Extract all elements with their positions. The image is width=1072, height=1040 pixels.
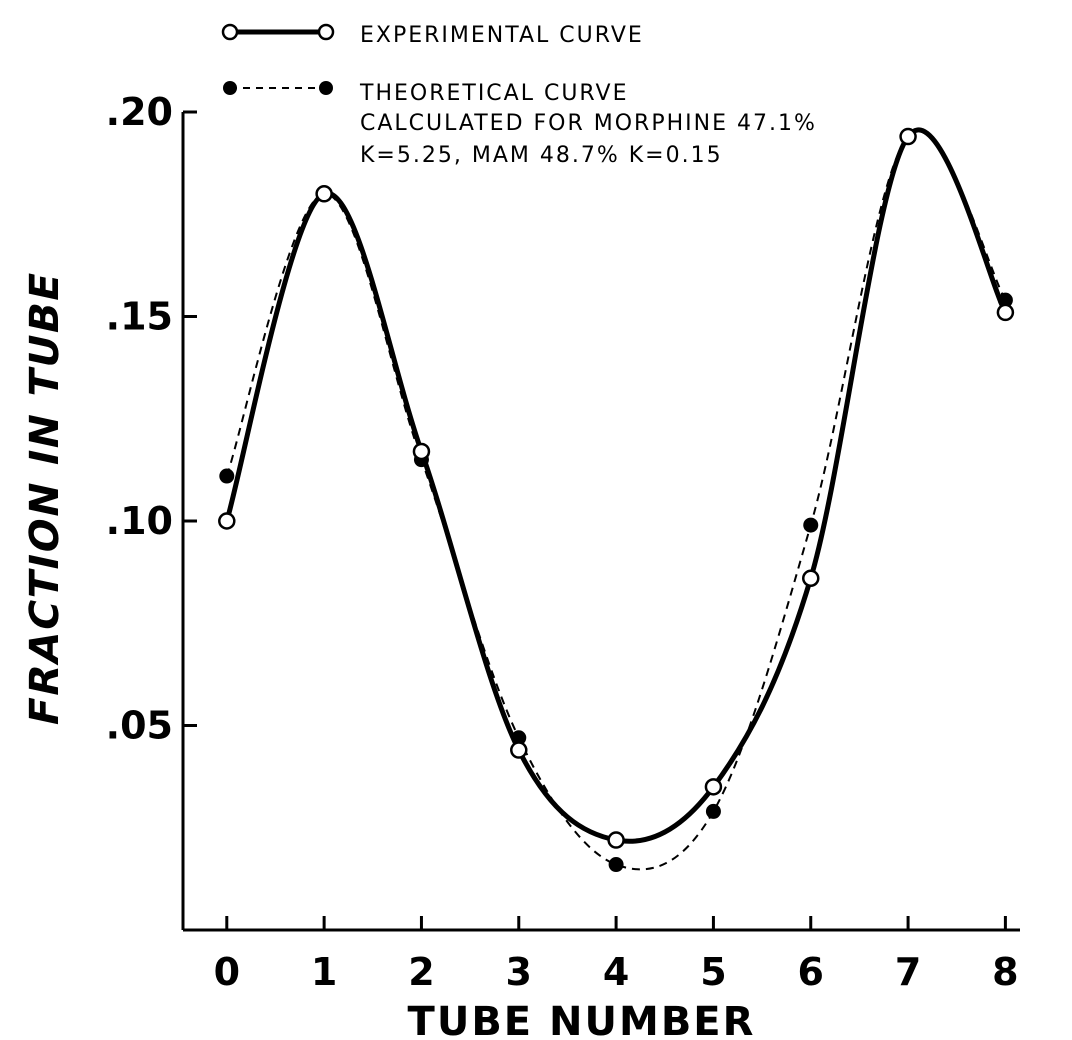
experimental-point-2 xyxy=(412,442,431,461)
x-tick-label-7: 7 xyxy=(895,950,921,994)
experimental-point-7 xyxy=(899,127,917,146)
legend-entry-experimental: EXPERIMENTAL CURVE xyxy=(221,23,644,48)
theoretical-point-3 xyxy=(511,730,527,746)
legend: EXPERIMENTAL CURVE THEORETICAL CURVE CAL… xyxy=(221,23,817,168)
experimental-point-4 xyxy=(607,831,625,849)
y-axis-title: FRACTION IN TUBE xyxy=(20,266,67,730)
theoretical-point-5 xyxy=(705,803,721,819)
experimental-point-5 xyxy=(704,778,723,796)
legend-theoretical-marker-left xyxy=(223,81,237,95)
theoretical-point-6 xyxy=(803,517,819,533)
annotation-line-1: CALCULATED FOR MORPHINE 47.1% xyxy=(360,111,817,136)
x-tick-label-8: 8 xyxy=(992,950,1018,994)
theoretical-point-4 xyxy=(608,857,624,873)
legend-experimental-label: EXPERIMENTAL CURVE xyxy=(360,23,644,48)
experimental-point-3 xyxy=(510,741,528,759)
experimental-point-0 xyxy=(218,512,236,530)
y-tick-label-1: .10 xyxy=(106,499,173,543)
x-tick-label-6: 6 xyxy=(798,950,824,994)
x-tick-label-3: 3 xyxy=(506,950,532,994)
series-layer xyxy=(218,127,1015,873)
x-tick-label-1: 1 xyxy=(311,950,337,994)
legend-experimental-marker-left xyxy=(221,23,239,41)
experimental-point-8 xyxy=(996,303,1015,322)
experimental-point-1 xyxy=(315,185,333,203)
y-tick-label-0: .05 xyxy=(106,704,173,748)
theoretical-curve xyxy=(225,130,1007,871)
legend-experimental-marker-right xyxy=(317,23,335,41)
experimental-point-6 xyxy=(802,569,820,588)
legend-theoretical-label: THEORETICAL CURVE xyxy=(359,81,628,106)
x-axis-title: TUBE NUMBER xyxy=(408,999,756,1040)
y-tick-label-3: .20 xyxy=(106,90,173,134)
axes: .05 .10 .15 .20 0 1 2 3 4 5 6 7 8 TUBE NUMBER FRACTION… xyxy=(20,90,1020,1040)
legend-theoretical-marker-right xyxy=(319,81,333,95)
annotation-line-2: K=5.25, MAM 48.7% K=0.15 xyxy=(360,143,723,168)
legend-entry-theoretical: THEORETICAL CURVE CALCULATED FOR MORPHIN… xyxy=(223,81,817,168)
y-tick-label-2: .15 xyxy=(106,295,173,339)
x-tick-label-0: 0 xyxy=(214,950,240,994)
experimental-curve xyxy=(224,127,1008,844)
theoretical-point-8 xyxy=(997,292,1013,308)
x-tick-label-2: 2 xyxy=(408,950,434,994)
theoretical-point-0 xyxy=(219,468,235,484)
x-tick-label-4: 4 xyxy=(603,950,629,994)
x-tick-label-5: 5 xyxy=(700,950,726,994)
